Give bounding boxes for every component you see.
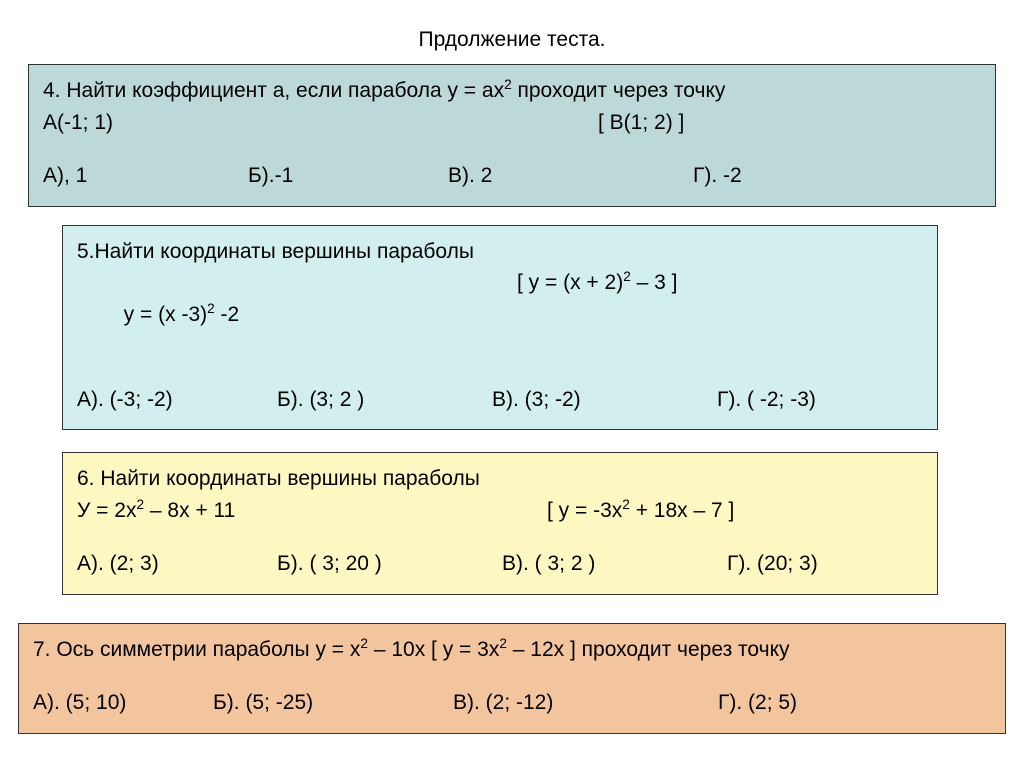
question-6: 6. Найти координаты вершины параболы У =… [62,452,938,595]
q6-eq1b: – 8х + 11 [144,499,235,522]
q5-eq1a: у = (х -3) [112,303,207,326]
q4-options: А), 1 Б).-1 В). 2 Г). -2 [43,160,981,192]
q7-sup1: 2 [360,636,368,651]
q5-opt-a: А). (-3; -2) [77,384,277,416]
q5-eq2a: [ у = (х + 2) [517,271,623,294]
q6-eq1-sup: 2 [136,497,144,512]
q4-opt-b: Б).-1 [248,160,448,192]
q5-equations: у = (х -3)2 -2 [ у = (х + 2)2 – 3 ] [77,267,923,362]
q6-opt-b: Б). ( 3; 20 ) [277,548,502,580]
q6-options: А). (2; 3) Б). ( 3; 20 ) В). ( 3; 2 ) Г)… [77,548,923,580]
q4-opt-a: А), 1 [43,160,248,192]
q7-sup2: 2 [499,636,507,651]
q4-sup: 2 [504,77,512,92]
q6-eq2-sup: 2 [622,497,630,512]
q6-equations: У = 2х2 – 8х + 11 [ у = -3х2 + 18х – 7 ] [77,495,923,527]
question-7: 7. Ось симметрии параболы у = х2 – 10х [… [18,623,1006,734]
q7-prompt: 7. Ось симметрии параболы у = х2 – 10х [… [33,634,991,666]
q7-l1b: – 10х [ у = 3х [368,638,499,661]
q6-eq1: У = 2х2 – 8х + 11 [77,495,547,527]
q6-opt-c: В). ( 3; 2 ) [502,548,727,580]
q7-options: А). (5; 10) Б). (5; -25) В). (2; -12) Г)… [33,687,991,719]
q4-point-a: А(-1; 1) [43,107,598,139]
q5-eq1: у = (х -3)2 -2 [77,267,517,362]
q6-opt-a: А). (2; 3) [77,548,277,580]
q7-opt-d: Г). (2; 5) [718,687,797,719]
q6-eq2b: + 18х – 7 ] [630,499,735,522]
q4-text-1: 4. Найти коэффициент а, если парабола у … [43,79,504,102]
q7-opt-c: В). (2; -12) [453,687,718,719]
q4-point-b: [ В(1; 2) ] [598,107,684,139]
q5-eq2b: – 3 ] [631,271,678,294]
q6-eq2: [ у = -3х2 + 18х – 7 ] [547,495,734,527]
q7-opt-b: Б). (5; -25) [213,687,453,719]
q4-text-1b: проходит через точку [512,79,726,102]
q5-opt-d: Г). ( -2; -3) [717,384,816,416]
q5-options: А). (-3; -2) Б). (3; 2 ) В). (3; -2) Г).… [77,384,923,416]
q4-line2: А(-1; 1) [ В(1; 2) ] [43,107,981,139]
q6-prompt: 6. Найти координаты вершины параболы [77,463,923,495]
q6-eq2a: [ у = -3х [547,499,622,522]
question-5: 5.Найти координаты вершины параболы у = … [62,225,938,431]
q4-prompt: 4. Найти коэффициент а, если парабола у … [43,75,981,107]
page-title: Прдолжение теста. [0,0,1024,64]
q6-opt-d: Г). (20; 3) [727,548,818,580]
q4-opt-c: В). 2 [448,160,693,192]
q4-opt-d: Г). -2 [693,160,742,192]
q5-eq1b: -2 [215,303,240,326]
q5-eq1-sup: 2 [207,301,215,316]
q7-l1a: 7. Ось симметрии параболы у = х [33,638,360,661]
q7-opt-a: А). (5; 10) [33,687,213,719]
q5-eq2: [ у = (х + 2)2 – 3 ] [517,267,678,362]
q6-eq1a: У = 2х [77,499,136,522]
q7-l1c: – 12х ] проходит через точку [507,638,790,661]
q5-eq2-sup: 2 [623,269,631,284]
q5-prompt: 5.Найти координаты вершины параболы [77,236,923,268]
question-4: 4. Найти коэффициент а, если парабола у … [28,64,996,207]
q5-opt-b: Б). (3; 2 ) [277,384,492,416]
q5-opt-c: В). (3; -2) [492,384,717,416]
